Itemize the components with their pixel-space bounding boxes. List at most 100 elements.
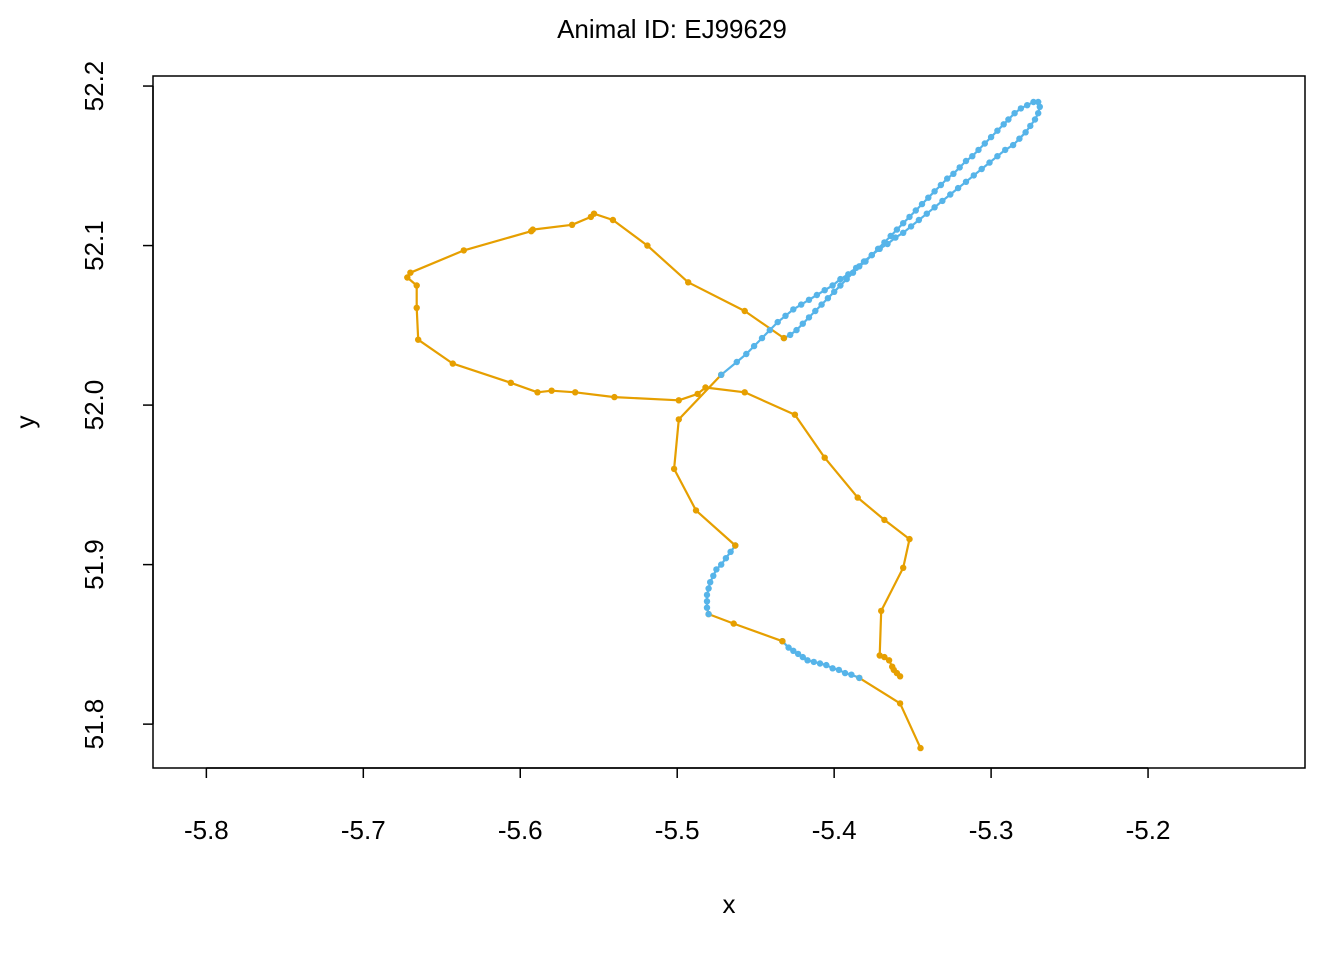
track-point-blue	[743, 350, 750, 358]
track-point-blue	[1035, 110, 1042, 117]
track-point-blue	[727, 548, 734, 555]
track-point-blue	[893, 226, 901, 233]
track-segment-orange	[858, 676, 922, 749]
track-point-blue	[994, 153, 1001, 160]
track-point-orange	[413, 304, 420, 311]
track-point-blue	[1030, 98, 1037, 106]
track-point-blue	[970, 172, 977, 179]
track-point-blue	[939, 197, 946, 205]
track-point-orange	[917, 744, 924, 752]
track-point-orange	[692, 507, 700, 514]
track-point-blue	[954, 184, 962, 192]
x-axis: -5.8 -5.7 -5.6 -5.5 -5.4 -5.3 -5.2	[184, 767, 1170, 845]
track-point-orange	[730, 620, 737, 627]
track-point-orange	[685, 279, 692, 286]
track-point-blue	[912, 207, 919, 214]
track-point-blue	[1031, 116, 1039, 123]
track-point-blue	[707, 579, 714, 586]
track-point-orange	[741, 307, 748, 315]
track-point-orange	[780, 334, 788, 342]
track-point-blue	[874, 245, 882, 252]
track-point-orange	[675, 397, 682, 404]
track-point-blue	[950, 170, 957, 177]
track-point-blue	[947, 191, 954, 198]
track-point-blue	[787, 331, 794, 339]
track-point-blue	[824, 295, 832, 302]
track-point-blue	[718, 561, 725, 568]
track-point-blue	[937, 181, 945, 189]
track-layer	[404, 98, 1044, 752]
x-tick-label: -5.5	[655, 815, 700, 845]
track-point-orange	[609, 216, 617, 224]
track-point-blue	[1036, 103, 1044, 111]
track-point-blue	[925, 194, 932, 201]
y-axis: 51.8 51.9 52.0 52.1 52.2	[79, 61, 154, 749]
track-point-blue	[805, 314, 813, 321]
track-point-blue	[918, 200, 926, 208]
track-point-blue	[1016, 135, 1023, 142]
track-point-blue	[831, 288, 838, 295]
track-point-blue	[907, 223, 915, 230]
track-point-blue	[710, 572, 717, 579]
y-tick-label: 51.9	[79, 539, 109, 590]
track-point-blue	[931, 188, 938, 195]
track-point-blue	[956, 164, 963, 171]
track-point-blue	[849, 269, 857, 276]
track-segment-orange	[406, 212, 911, 678]
track-point-blue	[1023, 102, 1031, 109]
track-point-blue	[1027, 122, 1034, 130]
x-tick-label: -5.8	[184, 815, 229, 845]
x-tick-label: -5.3	[969, 815, 1014, 845]
track-point-blue	[804, 657, 811, 664]
track-point-orange	[644, 242, 651, 249]
y-axis-label: y	[10, 416, 40, 429]
track-point-orange	[906, 535, 913, 543]
track-point-blue	[986, 159, 993, 166]
track-point-orange	[611, 393, 618, 401]
track-point-blue	[868, 251, 875, 259]
track-segment-orange	[708, 613, 783, 643]
track-point-blue	[813, 291, 821, 299]
track-point-orange	[854, 494, 861, 501]
track-point-blue	[766, 326, 773, 334]
track-point-orange	[779, 638, 786, 645]
track-point-orange	[702, 384, 709, 391]
y-tick-label: 52.0	[79, 380, 109, 431]
track-point-blue	[944, 175, 951, 182]
track-segment-blue	[720, 100, 1041, 376]
track-point-orange	[528, 228, 535, 235]
track-point-blue	[1002, 146, 1009, 154]
track-point-orange	[460, 247, 467, 254]
track-point-blue	[837, 282, 844, 289]
track-point-blue	[758, 334, 766, 342]
track-point-orange	[791, 411, 799, 418]
track-point-orange	[896, 700, 904, 707]
y-tick-label: 52.2	[79, 61, 109, 112]
track-point-orange	[900, 564, 907, 571]
track-point-blue	[705, 610, 712, 618]
x-tick-label: -5.7	[341, 815, 386, 845]
track-point-blue	[1011, 110, 1018, 117]
track-point-blue	[881, 239, 888, 246]
track-point-blue	[843, 275, 850, 283]
track-point-blue	[812, 307, 819, 315]
track-point-blue	[981, 140, 988, 147]
track-point-orange	[534, 389, 541, 396]
track-point-orange	[694, 390, 701, 398]
track-point-blue	[1009, 141, 1017, 149]
track-point-orange	[885, 657, 893, 664]
track-point-orange	[896, 673, 904, 680]
track-point-orange	[741, 389, 748, 396]
track-point-blue	[987, 133, 995, 141]
track-point-blue	[829, 665, 836, 672]
track-point-blue	[818, 301, 825, 308]
track-point-blue	[793, 326, 800, 334]
track-point-blue	[1035, 98, 1042, 106]
track-point-blue	[703, 598, 711, 605]
track-point-orange	[881, 653, 888, 661]
track-point-blue	[837, 275, 844, 283]
track-point-blue	[923, 210, 930, 217]
track-point-blue	[823, 661, 830, 669]
track-point-orange	[821, 454, 828, 461]
